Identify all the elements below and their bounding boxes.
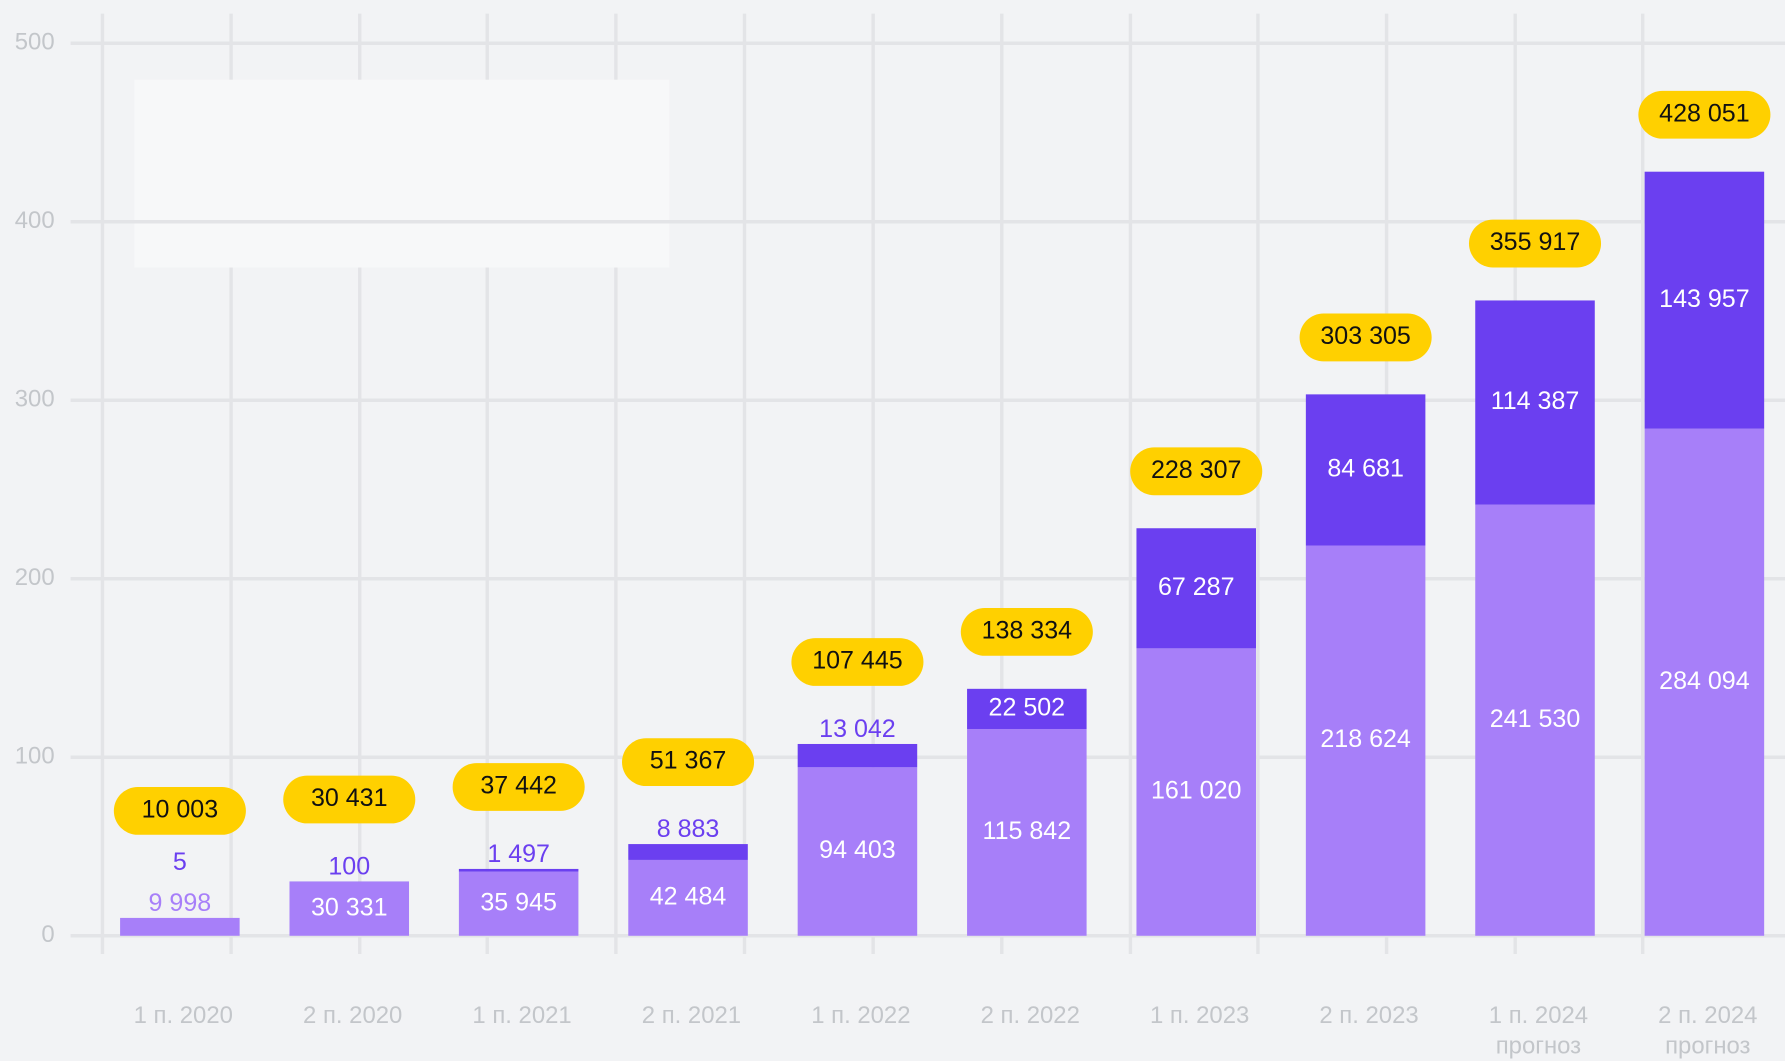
total-pill: [791, 638, 924, 686]
total-pill: [960, 607, 1093, 656]
x-tick-label: 2 п. 2023: [1319, 1002, 1418, 1029]
bar-segment: [1305, 545, 1426, 936]
x-tick-label: 1 п. 2023: [1150, 1002, 1249, 1029]
y-tick-label: 400: [15, 207, 55, 234]
value-label: 8 883: [657, 815, 720, 843]
total-label: 303 305: [1320, 322, 1410, 350]
y-tick-label: 100: [15, 743, 55, 770]
bar-segment: [1305, 394, 1426, 546]
total-pill: [1299, 313, 1432, 362]
total-label: 10 003: [142, 796, 219, 824]
bar-segment: [967, 688, 1087, 729]
value-label: 100: [328, 852, 370, 880]
value-label: 284 094: [1659, 667, 1750, 695]
y-tick-label: 0: [41, 921, 54, 948]
value-label: 94 403: [819, 836, 896, 864]
total-label: 228 307: [1151, 456, 1241, 484]
total-label: 37 442: [480, 772, 557, 800]
x-tick-note: прогноз: [1496, 1033, 1581, 1060]
value-label: 67 287: [1158, 573, 1235, 601]
value-label: 9 998: [149, 889, 212, 917]
bar-segment: [458, 871, 579, 936]
total-label: 428 051: [1659, 99, 1749, 127]
y-tick-label: 300: [15, 386, 55, 413]
bar-segment: [628, 844, 748, 860]
value-label: 30 331: [311, 893, 388, 921]
total-label: 355 917: [1490, 228, 1580, 256]
value-label: 84 681: [1327, 455, 1404, 483]
x-tick-label: 2 п. 2022: [981, 1002, 1080, 1029]
bar-segment: [1136, 528, 1256, 649]
x-tick-note: прогноз: [1665, 1033, 1750, 1060]
value-label: 42 484: [650, 882, 727, 910]
value-label: 143 957: [1659, 285, 1749, 313]
x-tick-label: 2 п. 2024: [1658, 1002, 1757, 1029]
total-pill: [452, 763, 585, 811]
total-pill: [1638, 90, 1771, 139]
bar-segment: [1644, 171, 1765, 429]
bar-segment: [458, 868, 579, 872]
value-label: 13 042: [819, 715, 896, 743]
total-label: 51 367: [650, 747, 727, 775]
x-tick-label: 1 п. 2024: [1489, 1002, 1588, 1029]
bar-segment: [120, 917, 240, 936]
x-tick-label: 2 п. 2021: [642, 1002, 741, 1029]
value-label: 218 624: [1320, 725, 1411, 753]
value-label: 5: [173, 848, 187, 876]
total-label: 107 445: [812, 647, 902, 675]
total-pill: [113, 786, 246, 835]
value-label: 115 842: [983, 817, 1072, 845]
bar-segment: [967, 728, 1087, 936]
bar-segment: [1475, 504, 1595, 936]
y-tick-label: 200: [15, 564, 55, 591]
value-label: 241 530: [1490, 705, 1580, 733]
total-pill: [1130, 447, 1263, 496]
total-label: 138 334: [982, 617, 1073, 645]
value-label: 114 387: [1491, 387, 1580, 415]
x-tick-label: 2 п. 2020: [303, 1002, 402, 1029]
value-label: 161 020: [1151, 777, 1241, 805]
y-tick-label: 500: [15, 29, 55, 56]
value-label: 1 497: [487, 840, 550, 868]
bar-segment: [628, 859, 748, 936]
x-tick-label: 1 п. 2022: [811, 1002, 910, 1029]
x-tick-label: 1 п. 2020: [134, 1002, 233, 1029]
value-label: 22 502: [989, 694, 1066, 722]
bar-segment: [797, 767, 918, 936]
bar-segment: [1136, 648, 1256, 936]
legend-area: [134, 79, 670, 268]
total-pill: [622, 738, 755, 787]
bar-segment: [1644, 428, 1765, 936]
bar-segment: [797, 743, 918, 768]
bar-segment: [289, 881, 410, 936]
total-label: 30 431: [311, 784, 388, 812]
x-tick-label: 1 п. 2021: [472, 1002, 571, 1029]
value-label: 35 945: [480, 888, 557, 916]
total-pill: [1468, 219, 1602, 268]
total-pill: [283, 775, 416, 824]
bar-segment: [1475, 300, 1595, 505]
